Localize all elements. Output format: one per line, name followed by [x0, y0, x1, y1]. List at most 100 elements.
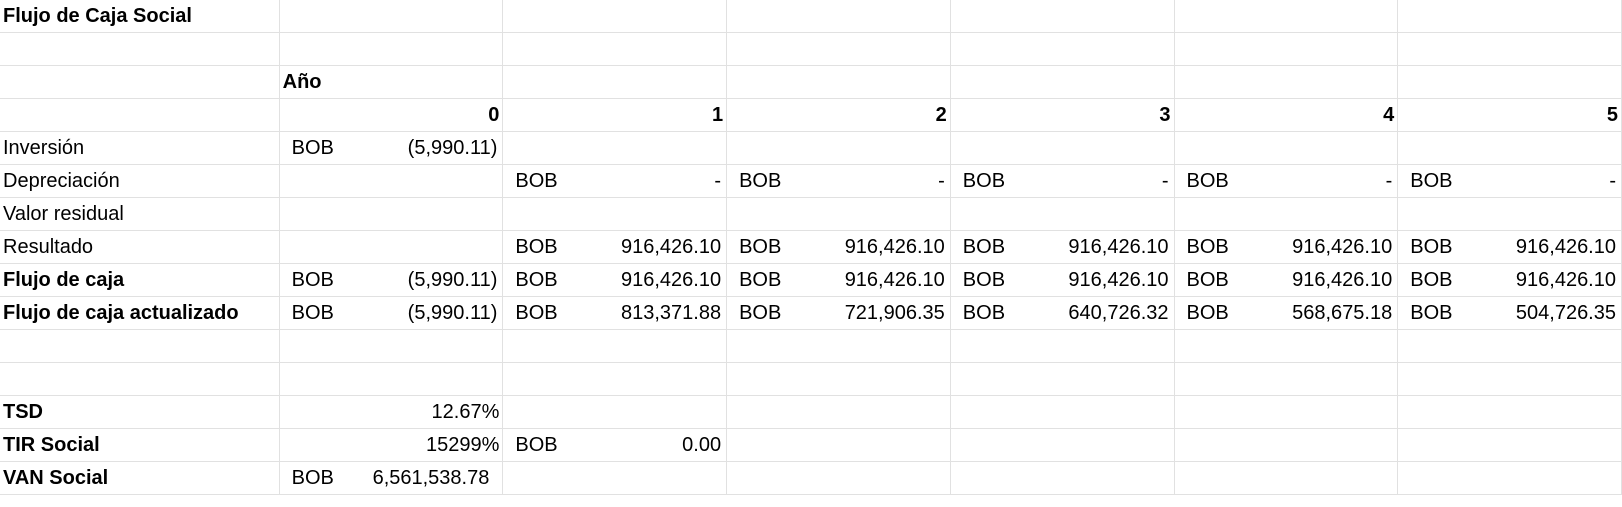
cell[interactable]: [726, 461, 951, 495]
value-cell[interactable]: BOB -: [1174, 164, 1399, 198]
row-label[interactable]: Resultado: [0, 230, 280, 264]
cell[interactable]: [1174, 428, 1399, 462]
cell[interactable]: [950, 395, 1175, 429]
value-cell[interactable]: BOB 916,426.10: [950, 263, 1175, 297]
value-cell[interactable]: BOB 640,726.32: [950, 296, 1175, 330]
cell[interactable]: [950, 362, 1175, 396]
cell[interactable]: [502, 65, 728, 99]
value-cell[interactable]: [950, 197, 1175, 231]
row-label[interactable]: Flujo de caja: [0, 263, 280, 297]
value-cell[interactable]: BOB 916,426.10: [726, 263, 951, 297]
value-cell[interactable]: [279, 197, 504, 231]
tir-value[interactable]: 15299%: [279, 428, 504, 462]
value-cell[interactable]: BOB -: [1397, 164, 1622, 198]
value-cell[interactable]: [1397, 131, 1622, 165]
cell[interactable]: [279, 0, 504, 33]
row-label[interactable]: Flujo de caja actualizado: [0, 296, 280, 330]
value-cell[interactable]: BOB 0.00: [502, 428, 728, 462]
tsd-label[interactable]: TSD: [0, 395, 280, 429]
year-0[interactable]: 0: [279, 98, 504, 132]
value-cell[interactable]: BOB 568,675.18: [1174, 296, 1399, 330]
value-cell[interactable]: BOB (5,990.11): [279, 296, 504, 330]
cell[interactable]: [726, 32, 951, 66]
year-5[interactable]: 5: [1397, 98, 1622, 132]
cell[interactable]: [0, 32, 280, 66]
cell[interactable]: [1174, 0, 1399, 33]
year-1[interactable]: 1: [502, 98, 728, 132]
van-label[interactable]: VAN Social: [0, 461, 280, 495]
cell[interactable]: [0, 329, 280, 363]
value-cell[interactable]: [279, 230, 504, 264]
cell[interactable]: [726, 329, 951, 363]
tsd-value[interactable]: 12.67%: [279, 395, 504, 429]
value-cell[interactable]: BOB 813,371.88: [502, 296, 728, 330]
year-4[interactable]: 4: [1174, 98, 1399, 132]
value-cell[interactable]: [950, 131, 1175, 165]
value-cell[interactable]: BOB 916,426.10: [1397, 263, 1622, 297]
value-cell[interactable]: BOB 504,726.35: [1397, 296, 1622, 330]
cell[interactable]: [1397, 65, 1622, 99]
cell[interactable]: [726, 0, 951, 33]
row-label[interactable]: Inversión: [0, 131, 280, 165]
value-cell[interactable]: [279, 164, 504, 198]
sheet-title[interactable]: Flujo de Caja Social: [0, 0, 280, 33]
row-label[interactable]: Valor residual: [0, 197, 280, 231]
cell[interactable]: [950, 329, 1175, 363]
cell[interactable]: [0, 362, 280, 396]
cell[interactable]: [502, 32, 728, 66]
cell[interactable]: [726, 65, 951, 99]
value-cell[interactable]: BOB 916,426.10: [1174, 263, 1399, 297]
cell[interactable]: [1174, 329, 1399, 363]
tir-label[interactable]: TIR Social: [0, 428, 280, 462]
cell[interactable]: [279, 329, 504, 363]
value-cell[interactable]: BOB 916,426.10: [502, 263, 728, 297]
cell[interactable]: [950, 32, 1175, 66]
value-cell[interactable]: BOB -: [502, 164, 728, 198]
cell[interactable]: [726, 395, 951, 429]
cell[interactable]: [1174, 362, 1399, 396]
cell[interactable]: [1174, 395, 1399, 429]
cell[interactable]: [726, 428, 951, 462]
cell[interactable]: [279, 32, 504, 66]
cell[interactable]: [950, 65, 1175, 99]
cell[interactable]: [0, 98, 280, 132]
value-cell[interactable]: BOB 916,426.10: [726, 230, 951, 264]
van-value-cell[interactable]: BOB 6,561,538.78: [279, 461, 504, 495]
cell[interactable]: [1397, 329, 1622, 363]
value-cell[interactable]: BOB (5,990.11): [279, 131, 504, 165]
value-cell[interactable]: BOB 916,426.10: [502, 230, 728, 264]
value-cell[interactable]: [502, 197, 728, 231]
value-cell[interactable]: [1397, 197, 1622, 231]
value-cell[interactable]: BOB -: [950, 164, 1175, 198]
cell[interactable]: [950, 0, 1175, 33]
cell[interactable]: [1397, 362, 1622, 396]
year-header[interactable]: Año: [279, 65, 504, 99]
value-cell[interactable]: [1174, 197, 1399, 231]
cell[interactable]: [1174, 32, 1399, 66]
cell[interactable]: [1174, 65, 1399, 99]
cell[interactable]: [502, 395, 728, 429]
value-cell[interactable]: [726, 131, 951, 165]
cell[interactable]: [502, 362, 728, 396]
cell[interactable]: [279, 362, 504, 396]
row-label[interactable]: Depreciación: [0, 164, 280, 198]
year-2[interactable]: 2: [726, 98, 951, 132]
value-cell[interactable]: [502, 131, 728, 165]
value-cell[interactable]: BOB (5,990.11): [279, 263, 504, 297]
cell[interactable]: [1174, 461, 1399, 495]
value-cell[interactable]: BOB 916,426.10: [1174, 230, 1399, 264]
cell[interactable]: [1397, 461, 1622, 495]
cell[interactable]: [502, 461, 728, 495]
value-cell[interactable]: BOB -: [726, 164, 951, 198]
value-cell[interactable]: BOB 721,906.35: [726, 296, 951, 330]
cell[interactable]: [502, 329, 728, 363]
cell[interactable]: [1397, 0, 1622, 33]
cell[interactable]: [0, 65, 280, 99]
value-cell[interactable]: [726, 197, 951, 231]
value-cell[interactable]: [1174, 131, 1399, 165]
cell[interactable]: [950, 428, 1175, 462]
cell[interactable]: [1397, 32, 1622, 66]
cell[interactable]: [950, 461, 1175, 495]
year-3[interactable]: 3: [950, 98, 1175, 132]
cell[interactable]: [1397, 395, 1622, 429]
